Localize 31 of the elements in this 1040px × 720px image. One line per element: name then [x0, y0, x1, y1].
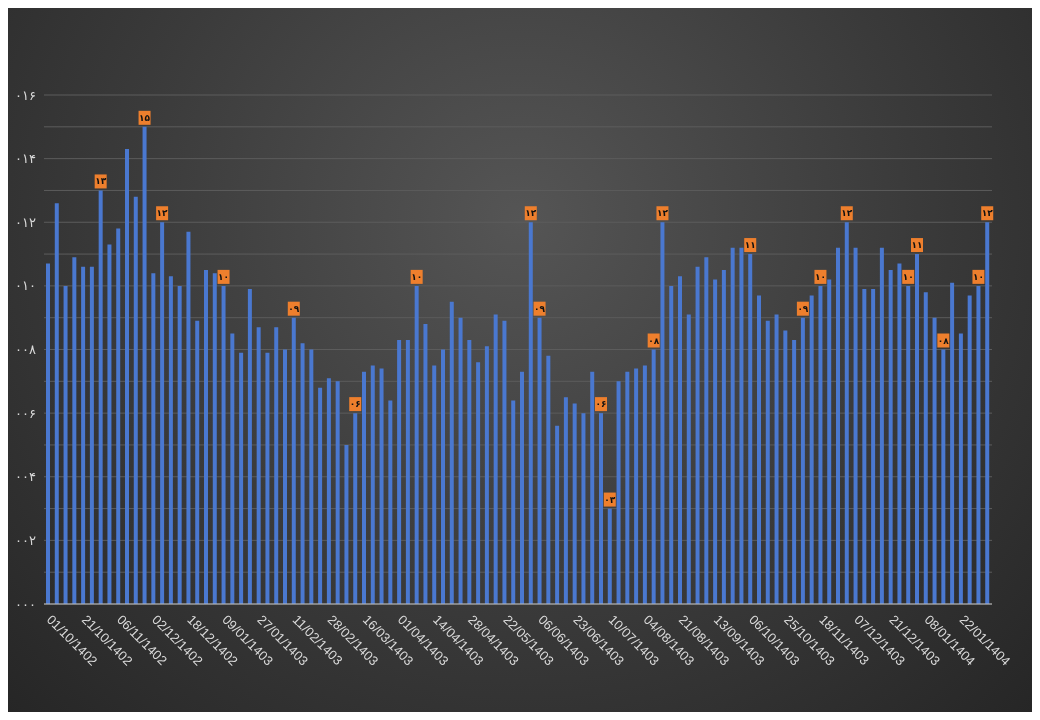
y-tick-label: ۰۰۴: [15, 469, 37, 485]
y-tick-label: ۰۱۲: [15, 214, 37, 230]
data-label: ۱۱: [911, 240, 923, 251]
data-label: ۰۶: [595, 399, 607, 410]
data-label: ۰۹: [288, 303, 300, 314]
data-label: ۱۲: [981, 208, 994, 219]
y-tick-label: ۰۰۶: [15, 405, 36, 421]
data-label: ۰۹: [534, 303, 546, 314]
data-label: ۱۵: [139, 112, 151, 123]
data-label: ۱۰: [814, 271, 826, 282]
data-label: ۰۸: [937, 335, 950, 346]
data-label: ۱۰: [972, 271, 984, 282]
data-label: ۱۳: [95, 176, 107, 187]
data-label: ۱۲: [656, 208, 669, 219]
y-tick-label: ۰۰۰: [15, 596, 36, 612]
data-label: ۱۱: [744, 240, 756, 251]
data-label: ۱۰: [411, 271, 423, 282]
data-label: ۱۰: [218, 271, 230, 282]
data-label: ۱۰: [902, 271, 914, 282]
data-label: ۱۲: [525, 208, 537, 219]
data-label: ۰۸: [648, 335, 660, 346]
y-tick-label: ۰۰۲: [15, 532, 37, 548]
data-label: ۱۲: [841, 208, 853, 219]
y-tick-label: ۰۰۸: [15, 342, 37, 358]
data-label: ۰۶: [349, 399, 361, 410]
data-label: ۰۹: [797, 303, 809, 314]
y-tick-label: ۰۱۴: [15, 151, 37, 167]
y-tick-label: ۰۱۰: [15, 278, 36, 294]
y-tick-label: ۰۱۶: [15, 87, 36, 103]
data-label: ۰۳: [604, 494, 616, 505]
data-label: ۱۲: [156, 208, 169, 219]
